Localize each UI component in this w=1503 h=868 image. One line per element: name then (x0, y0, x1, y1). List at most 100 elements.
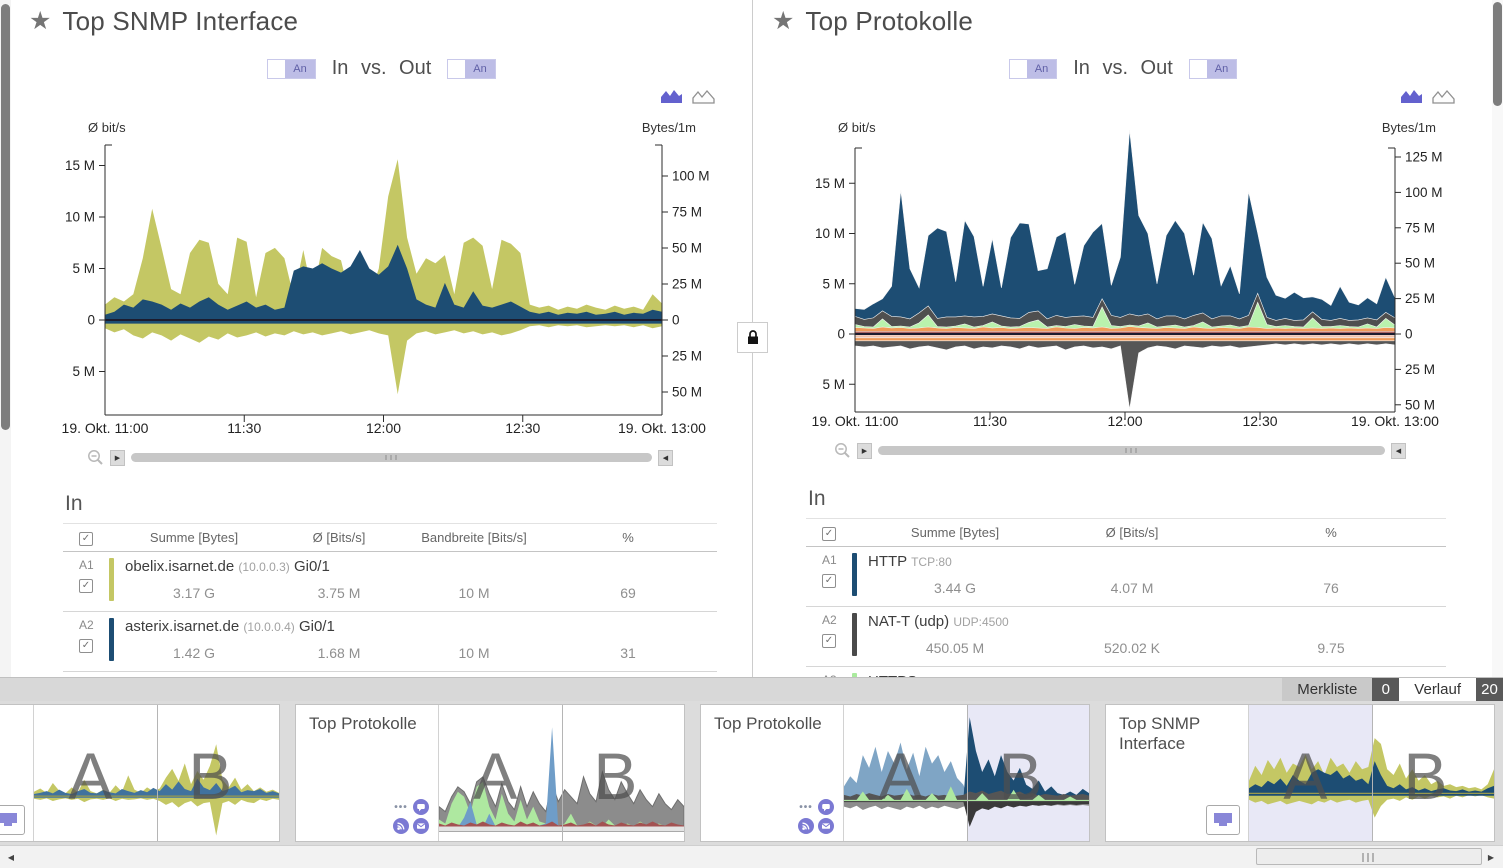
history-card-strip: A B Top Protokolle ••• (0, 701, 1503, 845)
row-id: A2 (822, 613, 837, 627)
card-info: Top Protokolle ••• (296, 705, 439, 841)
mail-icon[interactable] (818, 818, 834, 834)
history-card[interactable]: Top Protokolle ••• (295, 704, 685, 842)
rss-icon[interactable] (393, 818, 409, 834)
area-chart-filled-icon[interactable] (1400, 88, 1424, 104)
zoom-out-icon[interactable] (87, 449, 104, 466)
svg-text:50 M: 50 M (1405, 397, 1435, 412)
ab-divider (156, 705, 158, 841)
toggle-in-checkbox[interactable] (1009, 59, 1027, 78)
select-all-checkbox[interactable]: ✓ (79, 532, 93, 546)
slider-left-button[interactable]: ▶ (857, 442, 872, 459)
left-scrollbar-thumb[interactable] (1, 4, 10, 430)
series-color-bar (852, 673, 857, 677)
toggle-out-checkbox[interactable] (448, 59, 466, 78)
tab-verlauf[interactable]: Verlauf (1399, 678, 1476, 701)
toggle-out-label: An (465, 59, 495, 78)
ab-divider (966, 705, 968, 841)
zoom-out-icon[interactable] (834, 442, 851, 459)
right-vertical-scrollbar[interactable] (1492, 0, 1503, 677)
svg-text:25 M: 25 M (672, 349, 702, 364)
in-table-section: In ✓ Summe [Bytes] Ø [Bits/s] % A1 ✓ HTT… (806, 487, 1446, 677)
table-header: ✓ Summe [Bytes] Ø [Bits/s] % (806, 519, 1446, 547)
x-tick-label: 11:30 (973, 413, 1007, 429)
slider-right-button[interactable]: ◀ (658, 449, 673, 466)
history-card[interactable]: Top Protokolle ••• (700, 704, 1090, 842)
favorite-star-icon[interactable]: ★ (29, 7, 52, 35)
toggle-out-checkbox[interactable] (1189, 59, 1207, 78)
card-thumbnail[interactable]: A B (844, 705, 1089, 841)
cell-summe: 3.44 G (933, 580, 977, 596)
tab-merkliste[interactable]: Merkliste (1282, 678, 1373, 701)
interface-icon (0, 805, 25, 835)
time-range-slider: ▶ ◀ (834, 442, 1406, 459)
toggle-in[interactable]: An (267, 58, 316, 79)
favorite-star-icon[interactable]: ★ (772, 7, 795, 35)
mail-icon[interactable] (413, 818, 429, 834)
ab-divider (1371, 705, 1373, 841)
card-action-icons: ••• (393, 799, 429, 834)
in-table-section: In ✓ Summe [Bytes] Ø [Bits/s] Bandbreite… (63, 492, 717, 672)
slider-grip[interactable] (385, 455, 398, 460)
rss-icon[interactable] (798, 818, 814, 834)
card-title: Top SNMP Interface (1119, 714, 1200, 754)
horizontal-scrollbar-thumb[interactable] (1256, 848, 1482, 865)
left-vertical-scrollbar[interactable] (0, 0, 11, 677)
area-chart-outline-icon[interactable] (692, 88, 716, 104)
x-tick-label: 12:00 (1107, 413, 1143, 429)
more-icon[interactable]: ••• (394, 801, 408, 813)
row-checkbox[interactable]: ✓ (822, 634, 836, 648)
lock-sync-button[interactable] (737, 322, 768, 353)
x-tick-label: 11:30 (227, 420, 262, 436)
cell-percent: 76 (1323, 580, 1339, 596)
row-checkbox[interactable]: ✓ (822, 574, 836, 588)
dock-tab-bar: Merkliste 0 Verlauf 20 (0, 677, 1503, 701)
area-chart-outline-icon[interactable] (1432, 88, 1456, 104)
slider-track[interactable] (878, 446, 1385, 455)
card-title: Top Protokolle (714, 714, 822, 733)
slider-left-button[interactable]: ▶ (110, 449, 125, 466)
merkliste-count-badge: 0 (1372, 678, 1400, 701)
card-thumbnail[interactable]: A B (34, 705, 279, 841)
x-tick-label: 19. Okt. 13:00 (618, 420, 706, 436)
x-tick-label: 12:00 (365, 420, 402, 436)
col-header-percent: % (1325, 525, 1337, 540)
comment-icon[interactable] (818, 799, 834, 815)
panel-protokolle: ★ Top Protokolle An In vs. Out An Ø bit/… (754, 0, 1492, 677)
row-name: obelix.isarnet.de (10.0.0.3) Gi0/1 (125, 558, 330, 575)
select-all-checkbox[interactable]: ✓ (822, 527, 836, 541)
toggle-in[interactable]: An (1008, 58, 1058, 79)
slider-track[interactable] (131, 453, 652, 462)
chart-type-switch (660, 88, 716, 104)
row-checkbox[interactable]: ✓ (79, 639, 93, 653)
table-row: A2 ✓ NAT-T (udp) UDP:4500 450.05 M 520.0… (806, 607, 1446, 667)
cell-summe: 3.17 G (172, 585, 216, 601)
protocol-traffic-chart[interactable]: 15 M 10 M 5 M 0 5 M 125 M 100 M 75 M 50 M 25 M 0 25… (754, 129, 1492, 436)
table-row: A2 ✓ asterix.isarnet.de (10.0.0.4) Gi0/1… (63, 612, 717, 672)
slider-right-button[interactable]: ◀ (1391, 442, 1406, 459)
area-chart-filled-icon[interactable] (660, 88, 684, 104)
horizontal-scrollbar[interactable]: ◀ ▶ (0, 845, 1503, 868)
slider-grip[interactable] (1125, 448, 1138, 453)
more-icon[interactable]: ••• (799, 801, 813, 813)
scroll-right-button[interactable]: ▶ (1487, 852, 1495, 862)
svg-text:15 M: 15 M (65, 158, 95, 173)
history-card[interactable]: A B (0, 704, 280, 842)
card-thumbnail[interactable]: A B (1249, 705, 1494, 841)
card-thumbnail[interactable]: A B (439, 705, 684, 841)
cell-avg: 520.02 K (1103, 640, 1161, 656)
snmp-traffic-chart[interactable]: 15 M 10 M 5 M 0 5 M 100 M 75 M 50 M 25 M 0 25 M 50 … (11, 131, 752, 433)
scroll-left-button[interactable]: ◀ (7, 852, 15, 862)
toggle-in-checkbox[interactable] (268, 59, 286, 78)
right-scrollbar-thumb[interactable] (1493, 2, 1502, 106)
history-card[interactable]: Top SNMP Interface A B (1105, 704, 1495, 842)
in-out-toggle-row: An In vs. Out An (754, 57, 1492, 80)
toggle-out[interactable]: An (1188, 58, 1238, 79)
card-info (0, 705, 34, 841)
toggle-out[interactable]: An (447, 58, 496, 79)
chart-type-switch (1400, 88, 1456, 104)
x-axis-labels: 19. Okt. 11:00 11:30 12:00 12:30 19. Okt… (812, 413, 1439, 431)
panel-header: ★ Top SNMP Interface (29, 6, 298, 37)
row-checkbox[interactable]: ✓ (79, 579, 93, 593)
comment-icon[interactable] (413, 799, 429, 815)
